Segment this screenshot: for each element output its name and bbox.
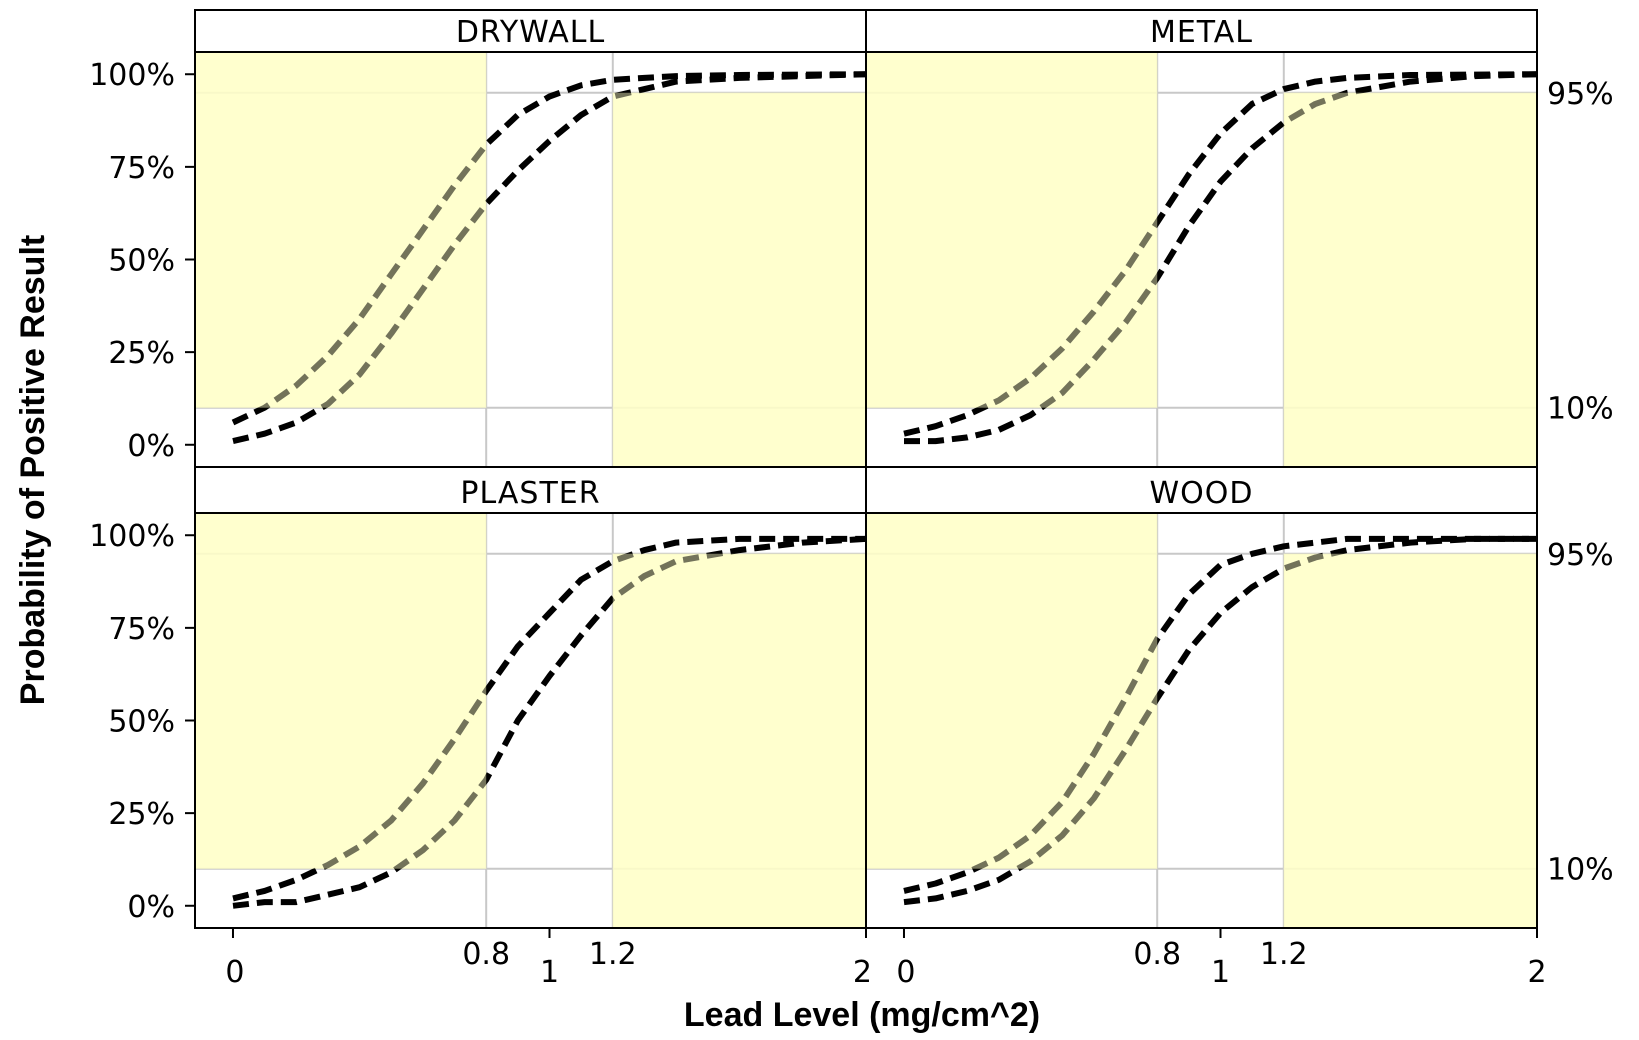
reference-label: 10% [1547, 853, 1614, 888]
x-tick-label: 1.2 [589, 937, 637, 972]
y-tick-label: 75% [108, 151, 175, 186]
shaded-region [1283, 553, 1537, 928]
shaded-region [195, 52, 487, 408]
x-tick-label: 1 [1211, 955, 1230, 990]
x-axis-title: Lead Level (mg/cm^2) [684, 996, 1040, 1034]
strip-header [865, 9, 1538, 53]
shaded-region-overlay [195, 513, 487, 869]
y-tick-label: 50% [108, 705, 175, 740]
y-tick-label: 0% [127, 429, 175, 464]
panel-drywall: DRYWALL [185, 9, 867, 468]
shaded-region-overlay [195, 52, 487, 408]
y-tick-label: 100% [89, 58, 175, 93]
plot-frame [865, 512, 1538, 929]
strip-header [865, 466, 1538, 514]
series-line-1 [232, 535, 866, 902]
strip-label: WOOD [1150, 476, 1254, 511]
x-tick-label: 0.8 [1133, 937, 1181, 972]
shaded-region-overlay [1283, 553, 1537, 928]
shaded-region-overlay [866, 513, 1158, 869]
y-tick-label: 25% [108, 336, 175, 371]
shaded-region-overlay [612, 553, 866, 928]
shaded-region [612, 553, 866, 928]
reference-label: 95% [1547, 77, 1614, 112]
shaded-region-overlay [612, 92, 866, 468]
strip-header [194, 466, 867, 514]
series-line-2 [904, 71, 1538, 445]
x-axis-tick-labels: 00.811.22 00.811.22 [225, 937, 1546, 990]
reference-label: 95% [1547, 538, 1614, 573]
reference-label: 10% [1547, 392, 1614, 427]
panels-layer: DRYWALL METAL PLASTER WOOD [185, 9, 1538, 938]
y-axis-tick-labels: 0% 25% 50% 75% 100% 0% 25% 50% 75% 100% [89, 58, 175, 925]
series-line-1 [903, 535, 1537, 894]
shaded-region [866, 52, 1158, 408]
panel-metal: METAL [865, 9, 1538, 468]
y-tick-label: 50% [108, 244, 175, 279]
x-tick-label: 1 [540, 955, 559, 990]
series-line-1 [231, 71, 867, 426]
shaded-region [866, 513, 1158, 869]
strip-label: DRYWALL [456, 15, 605, 50]
panel-plaster: PLASTER [185, 466, 867, 938]
x-tick-label: 2 [853, 955, 872, 990]
shaded-region [612, 92, 866, 468]
shaded-region [195, 513, 487, 869]
panel-wood: WOOD [865, 466, 1538, 938]
y-tick-label: 100% [89, 519, 175, 554]
x-tick-label: 1.2 [1260, 937, 1308, 972]
y-tick-label: 75% [108, 612, 175, 647]
strip-label: METAL [1150, 15, 1253, 50]
shaded-region-overlay [1283, 92, 1537, 468]
x-tick-label: 0 [225, 955, 244, 990]
y-axis-title: Probability of Positive Result [14, 235, 52, 705]
reference-labels: 10% 95% 10% 95% [1547, 77, 1614, 888]
shaded-region-overlay [866, 52, 1158, 408]
series-line-2 [232, 71, 867, 445]
series-line-2 [903, 535, 1537, 906]
x-tick-label: 0 [896, 955, 915, 990]
y-tick-label: 0% [127, 890, 175, 925]
y-tick-label: 25% [108, 797, 175, 832]
x-tick-label: 0.8 [462, 937, 510, 972]
strip-header [194, 9, 867, 53]
series-line-1 [903, 71, 1538, 437]
x-tick-label: 2 [1527, 955, 1546, 990]
series-line-2 [232, 535, 867, 909]
strip-label: PLASTER [460, 476, 600, 511]
shaded-region [1283, 92, 1537, 468]
